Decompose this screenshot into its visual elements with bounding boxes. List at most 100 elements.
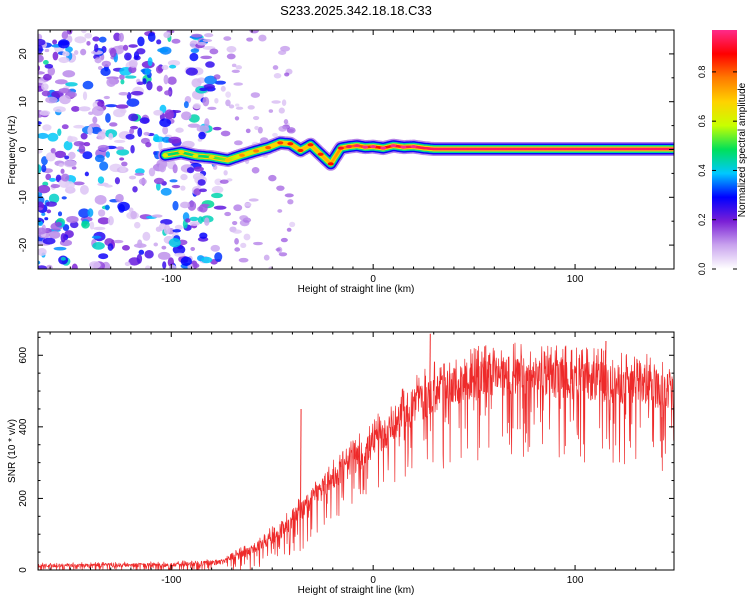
noise-blob xyxy=(234,116,240,121)
ridge-knot xyxy=(287,142,294,146)
noise-blob xyxy=(98,253,109,260)
noise-blob xyxy=(121,245,130,251)
noise-blob xyxy=(278,50,287,55)
colorbar: 0.0 0.2 0.4 0.6 0.8 Normalized spectral ampl… xyxy=(697,30,748,275)
noise-blob xyxy=(119,166,127,173)
spectrogram-y-axis-label: Frequency (Hz) xyxy=(7,116,18,185)
noise-blob xyxy=(94,43,99,53)
ridge-knot xyxy=(410,145,417,149)
noise-blob xyxy=(189,221,200,227)
noise-blob xyxy=(116,149,130,156)
noise-blob xyxy=(105,151,110,158)
noise-blob xyxy=(180,201,190,209)
noise-blob xyxy=(200,55,213,60)
noise-blob xyxy=(124,52,132,61)
y-tick-label: 0 xyxy=(18,567,29,573)
ridge-knot xyxy=(327,162,334,166)
noise-blob xyxy=(60,168,65,174)
noise-blob xyxy=(204,33,214,38)
noise-blob xyxy=(278,107,285,114)
noise-blob xyxy=(257,126,263,134)
colorbar-gradient xyxy=(712,30,737,269)
noise-blob xyxy=(134,221,141,229)
noise-blob xyxy=(287,199,294,205)
noise-blob xyxy=(41,90,51,97)
noise-blob xyxy=(107,243,114,251)
noise-blob xyxy=(132,186,138,193)
snr-series-layer xyxy=(38,333,674,570)
noise-blob xyxy=(115,104,129,109)
snr-spike xyxy=(429,333,431,411)
noise-blob xyxy=(247,105,255,110)
noise-blob xyxy=(86,40,91,46)
colorbar-tick-label: 0.8 xyxy=(697,66,707,79)
noise-blob xyxy=(193,166,204,172)
noise-blob xyxy=(78,106,91,112)
snr-y-axis-label: SNR (10 * v/v) xyxy=(7,419,18,483)
noise-blob xyxy=(91,235,102,239)
snr-panel: -100 0 100 0 200 400 600 Height of straight l… xyxy=(7,331,675,596)
noise-blob xyxy=(232,229,242,234)
noise-blob xyxy=(254,125,259,131)
noise-blob xyxy=(80,132,88,140)
noise-blob xyxy=(73,181,85,186)
noise-blob xyxy=(281,99,287,106)
noise-blob xyxy=(61,196,67,200)
noise-blob xyxy=(97,217,111,225)
ridge-knot xyxy=(390,144,397,148)
noise-blob xyxy=(128,44,138,48)
noise-blob xyxy=(89,221,95,230)
noise-blob xyxy=(234,247,241,252)
noise-blob xyxy=(99,161,109,171)
noise-blob xyxy=(123,44,129,51)
noise-blob xyxy=(71,106,80,112)
noise-blob xyxy=(101,60,112,68)
noise-blob xyxy=(268,109,274,113)
x-tick-label: -100 xyxy=(161,575,181,586)
noise-blob xyxy=(205,61,215,68)
noise-blob xyxy=(144,249,154,259)
noise-blob xyxy=(280,237,288,243)
x-tick-label: 100 xyxy=(567,575,584,586)
noise-blob xyxy=(126,98,140,107)
noise-blob xyxy=(278,252,288,257)
ridge-knot xyxy=(354,144,361,148)
noise-blob xyxy=(157,47,169,53)
noise-blob xyxy=(212,164,218,170)
snr-series-line xyxy=(38,342,674,570)
noise-blob xyxy=(46,209,52,214)
noise-blob xyxy=(97,65,103,70)
noise-blob xyxy=(211,185,224,194)
y-tick-label: 0 xyxy=(18,146,29,152)
noise-blob xyxy=(104,204,110,211)
ridge-knot xyxy=(162,153,169,157)
noise-blob xyxy=(65,187,74,191)
noise-blob xyxy=(200,203,210,207)
noise-blob xyxy=(84,32,93,39)
noise-blob xyxy=(147,57,153,67)
noise-blob xyxy=(53,106,66,113)
noise-blob xyxy=(129,128,135,135)
noise-blob xyxy=(209,48,219,55)
noise-blob xyxy=(47,132,59,142)
noise-blob xyxy=(185,218,191,223)
noise-blob xyxy=(245,128,251,134)
noise-blob xyxy=(158,162,167,173)
noise-blob xyxy=(235,65,243,70)
noise-blob xyxy=(121,161,128,167)
noise-blob xyxy=(97,176,105,184)
noise-blob xyxy=(162,126,169,135)
noise-blob xyxy=(45,96,58,104)
noise-blob xyxy=(91,106,104,117)
noise-blob xyxy=(167,76,177,85)
noise-blob xyxy=(38,65,41,72)
noise-blob xyxy=(146,80,153,91)
noise-blob xyxy=(138,178,147,185)
noise-blob xyxy=(135,168,145,175)
ridge-knot xyxy=(380,146,387,150)
noise-blob xyxy=(153,109,163,116)
noise-blob xyxy=(175,127,184,133)
noise-blob xyxy=(278,125,287,132)
